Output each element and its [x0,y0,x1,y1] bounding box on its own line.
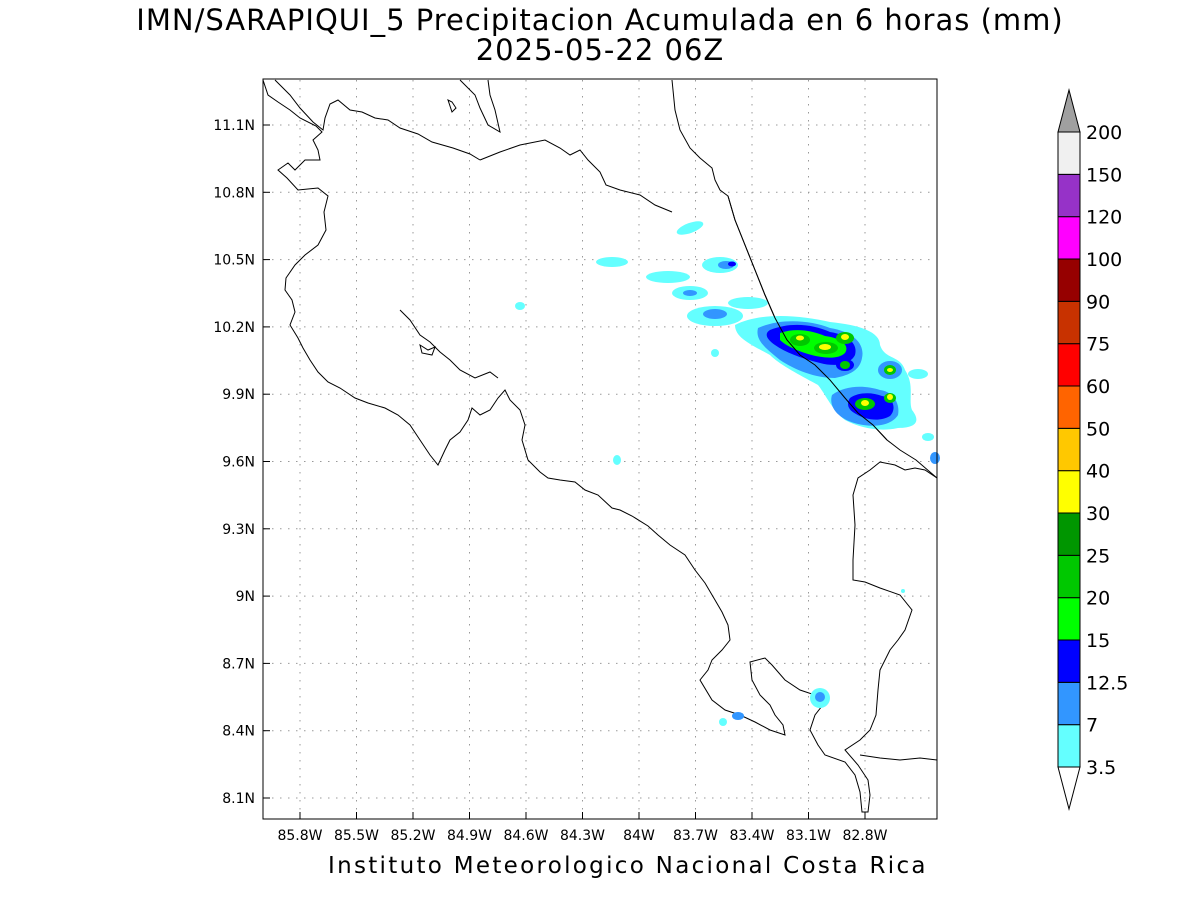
colorbar-label: 12.5 [1086,672,1128,694]
colorbar-segment [1057,597,1081,641]
lat-tick-label: 8.7N [222,656,255,672]
lon-tick-label: 83.1W [786,828,831,844]
lat-tick-label: 8.1N [222,791,255,807]
colorbar-segment [1057,427,1081,472]
colorbar-segment [1057,173,1081,218]
map-axes: 85.8W 85.5W 85.2W 84.9W 84.6W 84.3W 84W 83.7W 83… [213,118,887,844]
precipitation-field [515,221,940,726]
colorbar-upper-arrow [1057,88,1081,133]
lat-tick-label: 10.8N [213,185,255,201]
lon-tick-label: 83.4W [729,828,774,844]
lon-tick-label: 84.9W [447,828,492,844]
colorbar-segment [1057,343,1081,387]
colorbar-segment [1057,258,1081,302]
lat-tick-label: 9.6N [222,455,255,471]
colorbar-label: 7 [1086,715,1098,737]
colorbar-segment [1057,681,1081,726]
lon-tick-label: 85.2W [390,828,435,844]
colorbar-label: 50 [1086,418,1110,440]
colorbar-segment [1057,470,1081,514]
lon-tick-label: 84.6W [503,828,548,844]
map-date: 2025-05-22 06Z [475,33,725,67]
border-line [727,195,888,441]
colorbar-legend: 3.5 7 12.5 15 20 25 30 40 50 60 75 90 100 120 150 200 [1057,88,1128,811]
lat-tick-label: 10.5N [213,253,255,269]
lat-tick-label: 9.3N [222,522,255,538]
colorbar-segment [1057,216,1081,260]
map-gridlines [264,80,936,818]
lon-tick-label: 84.3W [560,828,605,844]
lon-tick-label: 84W [623,828,655,844]
colorbar-segment [1057,554,1081,599]
lat-tick-label: 11.1N [213,118,255,134]
lat-tick-label: 9.9N [222,387,255,403]
colorbar-segment [1057,724,1081,768]
colorbar-label: 75 [1086,334,1110,356]
colorbar-label: 40 [1086,461,1110,483]
colorbar-segment [1057,512,1081,556]
colorbar-label: 90 [1086,291,1110,313]
colorbar-label: 100 [1086,249,1122,271]
colorbar-label: 200 [1086,122,1122,144]
colorbar-label: 150 [1086,164,1122,186]
coastline [262,79,938,813]
colorbar-label: 15 [1086,630,1110,652]
colorbar-label: 30 [1086,503,1110,525]
lon-tick-label: 82.8W [842,828,887,844]
colorbar-label: 120 [1086,207,1122,229]
colorbar-segment [1057,131,1081,175]
lon-tick-label: 83.7W [673,828,718,844]
colorbar-label: 20 [1086,588,1110,610]
map-title: IMN/SARAPIQUI_5 Precipitacion Acumulada … [136,3,1064,37]
colorbar-segment [1057,300,1081,345]
footer-credit: Instituto Meteorologico Nacional Costa R… [328,853,928,879]
colorbar-lower-arrow [1057,766,1081,811]
map-frame [262,78,938,820]
lat-tick-label: 10.2N [213,320,255,336]
colorbar-segment [1057,385,1081,429]
lon-tick-label: 85.5W [334,828,379,844]
lat-tick-label: 9N [236,589,255,605]
lat-tick-label: 8.4N [222,724,255,740]
colorbar-label: 60 [1086,376,1110,398]
colorbar-segment [1057,639,1081,683]
colorbar-label: 25 [1086,545,1110,567]
colorbar-label: 3.5 [1086,757,1116,779]
lon-tick-label: 85.8W [277,828,322,844]
